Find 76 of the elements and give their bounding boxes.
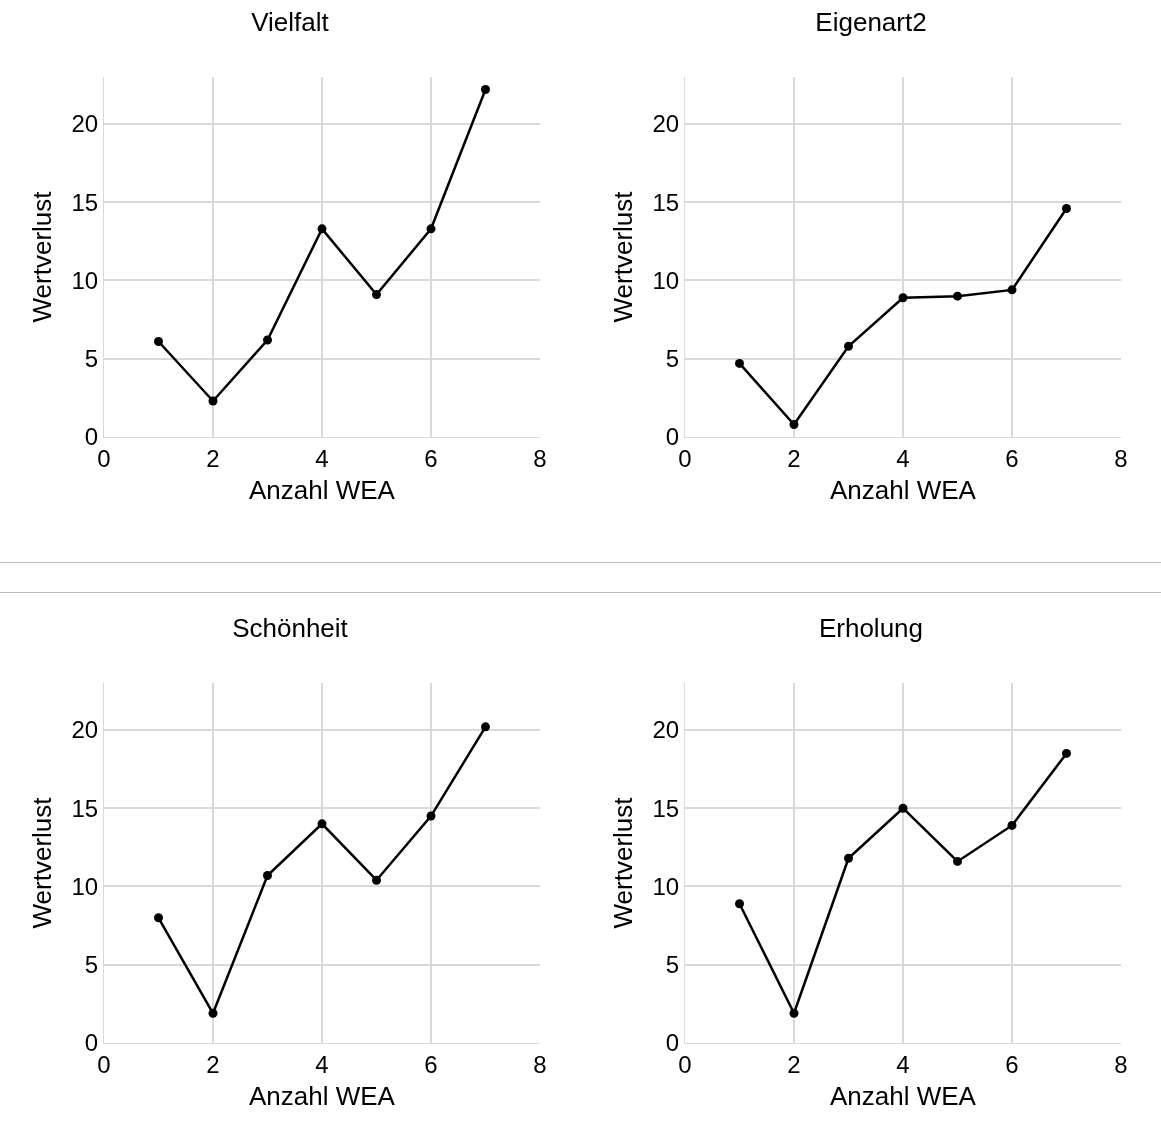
x-tick-label: 8 <box>533 1050 547 1078</box>
y-tick-label: 20 <box>71 716 99 744</box>
x-tick-label: 2 <box>206 444 220 472</box>
point <box>481 722 490 732</box>
x-tick-label: 4 <box>896 1050 910 1078</box>
point <box>208 396 218 406</box>
point <box>898 803 908 813</box>
y-tick-label: 20 <box>652 716 680 744</box>
point <box>208 1008 218 1018</box>
y-tick-label: 15 <box>652 188 680 216</box>
y-tick-label: 15 <box>71 794 99 822</box>
y-axis-title: Wertverlust <box>607 796 638 929</box>
point <box>263 871 272 881</box>
y-tick-label: 20 <box>652 110 680 138</box>
x-tick-label: 8 <box>533 444 547 472</box>
y-tick-label: 10 <box>652 266 680 294</box>
x-tick-label: 8 <box>1114 444 1128 472</box>
x-axis-title: Anzahl WEA <box>249 475 396 506</box>
x-tick-label: 6 <box>1005 444 1019 472</box>
x-tick-label: 2 <box>787 444 801 472</box>
point <box>154 337 163 347</box>
point <box>953 291 962 301</box>
point <box>1062 748 1071 758</box>
x-tick-label: 4 <box>315 444 329 472</box>
point <box>789 419 799 429</box>
point <box>426 224 436 234</box>
point <box>953 856 962 866</box>
y-tick-label: 5 <box>665 951 680 979</box>
point <box>481 85 490 95</box>
point <box>735 899 744 909</box>
point <box>317 224 327 234</box>
point <box>317 819 327 829</box>
x-axis-title: Anzahl WEA <box>830 475 977 506</box>
chart-title: Schönheit <box>232 613 349 644</box>
point <box>372 875 381 885</box>
point <box>844 853 853 863</box>
point <box>898 293 908 303</box>
y-tick-label: 10 <box>71 266 99 294</box>
x-tick-label: 6 <box>1005 1050 1019 1078</box>
point <box>263 335 272 345</box>
y-tick-label: 0 <box>665 1029 680 1057</box>
x-tick-label: 6 <box>424 444 438 472</box>
point <box>735 358 744 368</box>
y-axis-title: Wertverlust <box>26 796 57 929</box>
x-axis-title: Anzahl WEA <box>830 1081 977 1112</box>
point <box>426 811 436 821</box>
y-axis-title: Wertverlust <box>26 190 57 323</box>
y-tick-label: 10 <box>71 872 99 900</box>
x-axis-title: Anzahl WEA <box>249 1081 396 1112</box>
point <box>789 1008 799 1018</box>
y-axis-title: Wertverlust <box>607 190 638 323</box>
point <box>154 913 163 923</box>
x-tick-label: 4 <box>315 1050 329 1078</box>
x-tick-label: 6 <box>424 1050 438 1078</box>
x-tick-label: 2 <box>206 1050 220 1078</box>
y-tick-label: 5 <box>84 951 99 979</box>
point <box>372 290 381 300</box>
x-tick-label: 8 <box>1114 1050 1128 1078</box>
point <box>1062 203 1071 213</box>
y-tick-label: 0 <box>84 423 99 451</box>
y-tick-label: 15 <box>71 188 99 216</box>
y-tick-label: 5 <box>84 345 99 373</box>
y-tick-label: 10 <box>652 872 680 900</box>
chart-title: Erholung <box>818 613 924 644</box>
y-tick-label: 15 <box>652 794 680 822</box>
x-tick-label: 2 <box>787 1050 801 1078</box>
y-tick-label: 20 <box>71 110 99 138</box>
point <box>844 341 853 351</box>
chart-title: Vielfalt <box>251 7 330 38</box>
point <box>1007 820 1017 830</box>
chart-title: Eigenart2 <box>815 7 927 38</box>
y-tick-label: 5 <box>665 345 680 373</box>
y-tick-label: 0 <box>84 1029 99 1057</box>
point <box>1007 285 1017 295</box>
x-tick-label: 4 <box>896 444 910 472</box>
y-tick-label: 0 <box>665 423 680 451</box>
